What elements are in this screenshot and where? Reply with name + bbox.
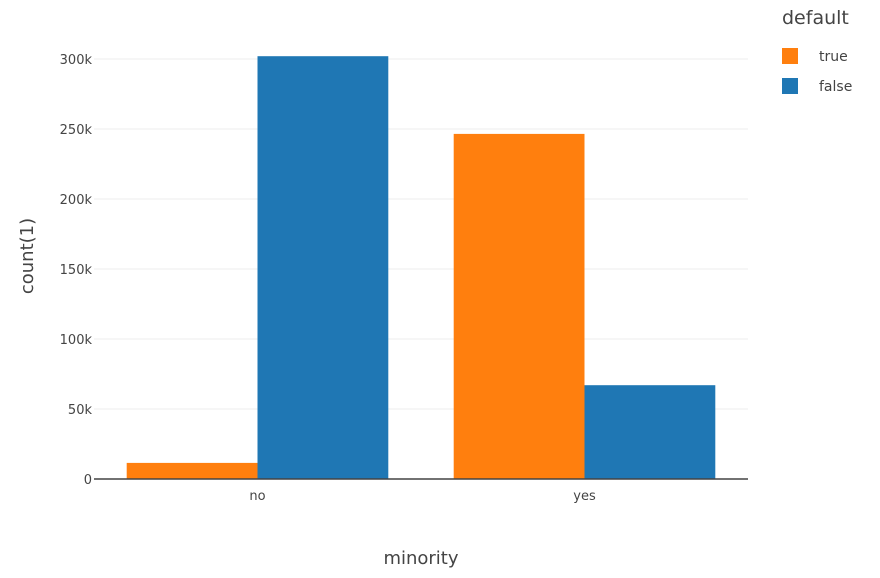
y-tick-label: 300k — [60, 53, 93, 68]
legend-title: default — [782, 7, 849, 29]
legend-label[interactable]: false — [819, 79, 852, 95]
bars — [126, 56, 716, 479]
bar-false-no[interactable] — [257, 56, 389, 479]
x-tick-label: yes — [573, 489, 596, 504]
x-tick-labels: no yes — [249, 489, 596, 504]
y-tick-label: 150k — [60, 263, 93, 278]
gridlines — [94, 58, 748, 410]
legend-items: true false — [782, 48, 852, 95]
y-tick-labels: 0 50k 100k 150k 200k 250k 300k — [60, 53, 93, 488]
legend[interactable]: default true false — [782, 7, 852, 95]
bar-true-yes[interactable] — [453, 133, 585, 479]
x-axis-title: minority — [383, 548, 458, 569]
y-tick-label: 200k — [60, 193, 93, 208]
y-tick-label: 100k — [60, 333, 93, 348]
bar-false-yes[interactable] — [584, 385, 716, 479]
legend-label[interactable]: true — [819, 49, 848, 65]
legend-swatch — [782, 48, 798, 64]
y-tick-label: 0 — [84, 473, 92, 488]
bar-true-no[interactable] — [126, 462, 258, 479]
y-tick-label: 50k — [68, 403, 93, 418]
x-tick-label: no — [249, 489, 265, 504]
y-tick-label: 250k — [60, 123, 93, 138]
y-axis-title: count(1) — [17, 218, 38, 294]
legend-swatch — [782, 78, 798, 94]
